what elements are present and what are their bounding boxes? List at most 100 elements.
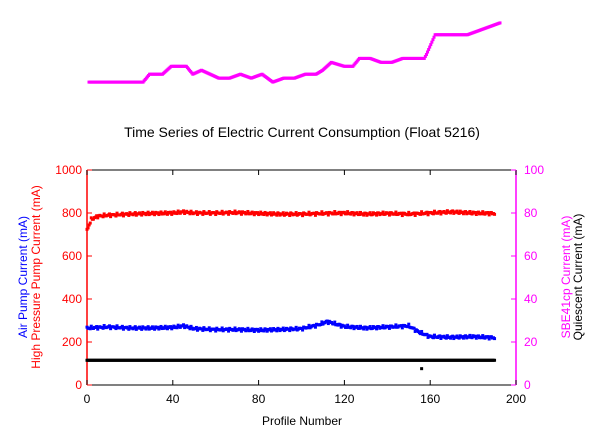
data-point xyxy=(370,213,374,217)
data-point xyxy=(358,210,362,214)
data-point xyxy=(249,212,253,216)
data-point xyxy=(486,211,490,215)
data-point xyxy=(399,324,403,328)
data-point xyxy=(470,336,474,340)
data-point xyxy=(493,337,497,341)
data-point xyxy=(377,325,381,329)
data-point xyxy=(128,325,132,329)
data-point xyxy=(412,326,416,330)
data-point xyxy=(101,215,105,219)
data-point xyxy=(259,327,263,331)
data-point xyxy=(320,210,324,214)
data-point xyxy=(293,212,297,216)
y-right-tick-label: 80 xyxy=(524,206,538,220)
data-point xyxy=(127,213,131,217)
data-point xyxy=(262,329,266,333)
data-point xyxy=(169,325,173,329)
data-point xyxy=(246,209,250,213)
data-point xyxy=(140,327,144,331)
data-point xyxy=(258,212,262,216)
y-right-tick-label: 60 xyxy=(524,249,538,263)
data-point xyxy=(333,210,337,214)
data-point xyxy=(258,328,262,332)
y-right-label-inner: Quiescent Current (mA) xyxy=(571,214,585,341)
data-point xyxy=(481,334,485,338)
data-point xyxy=(219,328,223,332)
data-point xyxy=(461,336,465,340)
y-right-tick-label: 0 xyxy=(524,378,531,392)
data-point xyxy=(342,210,346,214)
sbe41cp-strip-panel xyxy=(87,21,502,84)
data-point xyxy=(406,213,410,217)
data-point xyxy=(320,320,324,324)
data-point xyxy=(460,210,464,214)
data-point xyxy=(114,214,118,218)
data-point xyxy=(445,209,449,213)
data-point xyxy=(420,210,424,214)
data-point xyxy=(249,329,253,333)
data-point xyxy=(393,325,397,329)
x-tick-label: 80 xyxy=(252,392,266,406)
strip-point xyxy=(432,35,436,39)
data-point xyxy=(165,327,169,331)
data-point xyxy=(346,323,350,327)
data-point xyxy=(153,213,157,217)
data-point xyxy=(188,327,192,331)
data-point xyxy=(102,324,106,328)
data-point xyxy=(109,215,113,219)
data-point xyxy=(256,327,260,331)
data-point xyxy=(455,334,459,338)
data-point xyxy=(455,209,459,213)
data-point xyxy=(162,212,166,216)
data-point xyxy=(355,324,359,328)
data-point xyxy=(275,213,279,217)
data-point xyxy=(419,332,423,336)
data-point xyxy=(367,326,371,330)
data-point xyxy=(232,211,236,215)
data-point xyxy=(194,325,198,329)
data-point xyxy=(294,211,298,215)
data-point xyxy=(265,329,269,333)
data-point xyxy=(313,325,317,329)
data-point xyxy=(380,212,384,216)
data-point xyxy=(95,325,99,329)
data-point xyxy=(451,334,455,338)
data-point xyxy=(214,213,218,217)
data-point xyxy=(468,209,472,213)
data-point xyxy=(300,212,303,216)
data-point xyxy=(121,214,125,218)
data-point xyxy=(420,329,424,333)
data-point xyxy=(162,326,166,330)
data-point xyxy=(128,211,132,215)
data-point xyxy=(214,329,218,333)
data-point xyxy=(464,210,468,214)
data-point xyxy=(120,324,124,328)
y-left-label-outer: High Pressure Pump Current (mA) xyxy=(29,185,43,368)
y-left-tick-label: 400 xyxy=(62,292,82,306)
data-point xyxy=(470,212,474,216)
data-point xyxy=(319,323,323,327)
data-point xyxy=(364,325,368,329)
chart-title: Time Series of Electric Current Consumpt… xyxy=(124,124,480,140)
data-point xyxy=(473,210,477,214)
data-point xyxy=(201,328,205,332)
data-point xyxy=(375,213,379,217)
data-point xyxy=(387,326,391,330)
data-point xyxy=(300,326,303,330)
data-point xyxy=(345,212,349,216)
data-point xyxy=(225,327,229,331)
data-point xyxy=(256,211,260,215)
data-point xyxy=(383,326,387,330)
data-point xyxy=(189,209,193,213)
data-point xyxy=(476,210,480,214)
y-left-tick-label: 600 xyxy=(62,249,82,263)
data-point xyxy=(233,326,237,330)
data-point xyxy=(127,327,131,331)
data-point xyxy=(381,210,385,214)
data-point xyxy=(352,327,356,331)
data-point xyxy=(338,210,342,214)
data-point xyxy=(342,324,346,328)
strip-point xyxy=(430,40,434,44)
data-point xyxy=(153,327,157,331)
